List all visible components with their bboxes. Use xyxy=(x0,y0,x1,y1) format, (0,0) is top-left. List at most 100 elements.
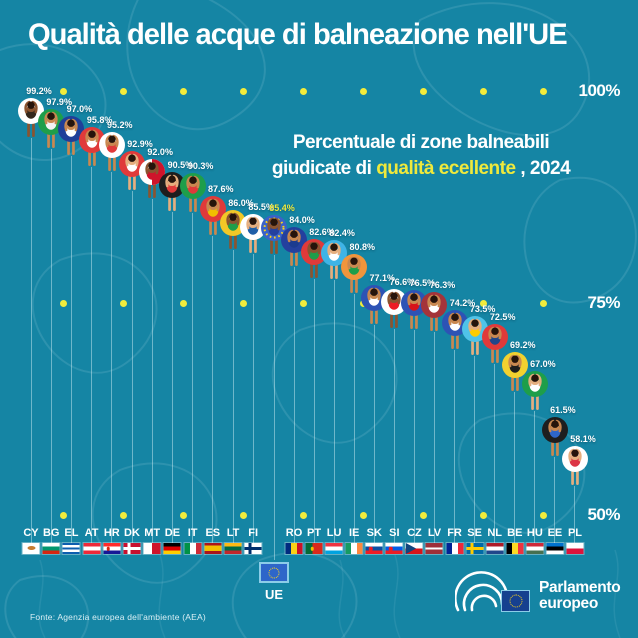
country-code-DE: DE xyxy=(164,527,181,539)
grid-dot xyxy=(59,511,67,519)
guide-line-PL xyxy=(574,486,576,543)
flag-stars xyxy=(268,567,280,578)
grid-dot xyxy=(539,87,547,95)
country-flag-ES xyxy=(204,543,222,554)
source-note: Fonte: Agenzia europea dell'ambiente (AE… xyxy=(30,612,206,622)
percent-label-HU: 67.0% xyxy=(530,358,556,369)
percent-label-MT: 92.0% xyxy=(147,146,173,157)
grid-dot xyxy=(59,299,67,307)
grid-dot xyxy=(419,511,427,519)
country-code-EE: EE xyxy=(547,527,563,539)
percent-label-BE: 69.2% xyxy=(510,340,536,351)
country-flag-AT xyxy=(83,543,101,554)
percent-label-SK: 77.1% xyxy=(369,273,396,284)
country-code-SI: SI xyxy=(389,527,400,539)
swimmer-DE xyxy=(157,171,187,216)
percent-label-EL: 97.0% xyxy=(66,104,93,115)
swimmer-IE xyxy=(339,253,369,298)
country-code-ES: ES xyxy=(205,527,221,539)
country-flag-RO xyxy=(285,543,303,554)
guide-line-BE xyxy=(514,392,516,543)
swimmer-FR xyxy=(440,309,470,354)
guide-line-DK xyxy=(131,191,133,543)
swimmer-SK xyxy=(359,285,389,329)
country-code-LU: LU xyxy=(326,527,342,539)
country-code-CY: CY xyxy=(23,527,39,539)
swimmer-BE xyxy=(500,352,530,396)
country-flag-DK xyxy=(123,543,141,554)
country-flag-IE xyxy=(345,543,363,554)
country-code-CZ: CZ xyxy=(407,527,422,539)
swimmer-NL xyxy=(480,324,510,368)
country-code-NL: NL xyxy=(487,527,503,539)
swimmer-LV xyxy=(419,291,449,336)
eu-average-flag xyxy=(259,562,289,583)
guide-line-IE xyxy=(353,293,355,543)
country-flag-DE xyxy=(163,543,181,554)
country-flag-CY xyxy=(22,543,40,554)
flag-emblem xyxy=(369,546,373,551)
grid-dot xyxy=(179,511,187,519)
swimmer-IT xyxy=(178,173,208,217)
guide-line-UE xyxy=(273,254,275,560)
country-flag-BE xyxy=(506,543,524,554)
grid-dot xyxy=(299,511,307,519)
swimmer-AT xyxy=(77,126,107,171)
grid-dot xyxy=(479,299,487,307)
swimmer-EE xyxy=(540,417,570,461)
swimmer-ES xyxy=(198,196,228,240)
percent-label-CY: 99.2% xyxy=(26,85,52,96)
country-code-AT: AT xyxy=(84,527,99,539)
grid-dot xyxy=(239,299,247,307)
guide-line-FR xyxy=(454,349,456,543)
percent-label-SI: 76.6% xyxy=(389,277,416,288)
grid-dot xyxy=(359,511,367,519)
country-flag-CZ xyxy=(405,543,423,554)
percent-label-FI: 85.5% xyxy=(248,201,274,212)
country-flag-IT xyxy=(184,543,202,554)
percent-label-DE: 90.5% xyxy=(167,159,194,170)
percent-label-RO: 84.0% xyxy=(289,214,315,225)
percent-label-NL: 72.5% xyxy=(489,312,516,323)
grid-dot xyxy=(479,511,487,519)
guide-line-SK xyxy=(373,325,375,543)
swimmer-LT xyxy=(218,209,248,254)
country-flag-SK xyxy=(365,543,383,554)
swimmer-PT xyxy=(299,238,329,283)
grid-dot xyxy=(239,511,247,519)
percent-label-ES: 87.6% xyxy=(208,184,234,195)
percent-label-FR: 74.2% xyxy=(449,297,476,308)
axis-label-50: 50% xyxy=(587,505,620,524)
country-code-DK: DK xyxy=(124,527,140,539)
flag-emblem xyxy=(310,546,315,551)
guide-line-PT xyxy=(313,278,315,543)
country-flag-SI xyxy=(385,543,403,554)
guide-line-HR xyxy=(111,171,113,543)
guide-line-ES xyxy=(212,236,214,543)
country-code-LT: LT xyxy=(226,527,240,539)
parliament-logo-text: Parlamento europeo xyxy=(539,579,621,613)
grid-dot xyxy=(119,299,127,307)
guide-line-NL xyxy=(494,364,496,543)
country-code-BE: BE xyxy=(507,527,523,539)
country-flag-EE xyxy=(546,543,564,554)
guide-line-EL xyxy=(70,156,72,543)
country-code-HR: HR xyxy=(103,527,120,539)
guide-line-FI xyxy=(252,253,254,543)
grid-dot xyxy=(359,87,367,95)
country-code-EL: EL xyxy=(64,527,79,539)
country-code-FI: FI xyxy=(248,527,259,539)
grid-dot xyxy=(419,87,427,95)
grid-dot xyxy=(119,87,127,95)
grid-dot xyxy=(539,299,547,307)
axis-label-100: 100% xyxy=(578,81,621,100)
guide-line-LV xyxy=(433,331,435,543)
swimmer-HR xyxy=(97,131,127,176)
swimmer-CZ xyxy=(399,290,429,334)
country-code-LV: LV xyxy=(427,527,442,539)
swimmer-EL xyxy=(56,116,86,160)
swimmer-UE xyxy=(259,214,289,259)
grid-dot xyxy=(539,511,547,519)
